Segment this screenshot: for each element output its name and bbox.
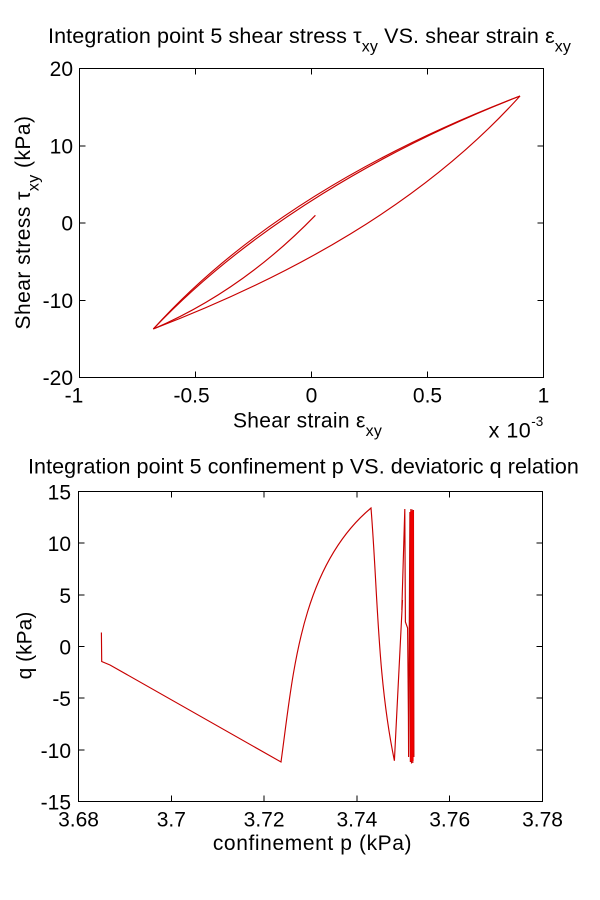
svg-text:3.7: 3.7	[157, 809, 186, 832]
svg-text:Shear stress τxy (kPa): Shear stress τxy (kPa)	[12, 116, 43, 330]
svg-text:-1: -1	[65, 385, 84, 408]
svg-text:0: 0	[306, 385, 318, 408]
svg-text:20: 20	[50, 58, 73, 81]
svg-text:0: 0	[61, 213, 73, 236]
svg-text:confinement p (kPa): confinement p (kPa)	[213, 832, 412, 855]
svg-text:3.78: 3.78	[522, 809, 563, 832]
svg-text:3.76: 3.76	[429, 809, 470, 832]
svg-text:-0.5: -0.5	[174, 385, 210, 408]
svg-text:3.72: 3.72	[244, 809, 285, 832]
svg-text:10: 10	[50, 135, 73, 158]
svg-text:Shear strain εxy: Shear strain εxy	[233, 410, 382, 441]
svg-text:Integration point 5 confinemen: Integration point 5 confinement p VS. de…	[28, 455, 579, 479]
svg-text:1: 1	[538, 385, 550, 408]
svg-text:10: 10	[48, 533, 71, 556]
svg-text:-20: -20	[43, 367, 73, 390]
svg-text:0: 0	[59, 637, 71, 660]
svg-text:5: 5	[59, 585, 71, 608]
svg-text:15: 15	[48, 482, 71, 505]
svg-text:0.5: 0.5	[413, 385, 442, 408]
svg-text:-10: -10	[41, 740, 71, 763]
svg-text:-10: -10	[43, 290, 73, 313]
svg-text:Integration point 5 shear stre: Integration point 5 shear stress τxy VS.…	[48, 24, 571, 56]
svg-text:-5: -5	[52, 688, 71, 711]
svg-text:3.74: 3.74	[336, 809, 377, 832]
svg-text:3.68: 3.68	[58, 809, 99, 832]
svg-text:q (kPa): q (kPa)	[14, 612, 37, 680]
svg-text:x 10-3: x 10-3	[489, 414, 544, 442]
svg-text:-15: -15	[41, 792, 71, 815]
